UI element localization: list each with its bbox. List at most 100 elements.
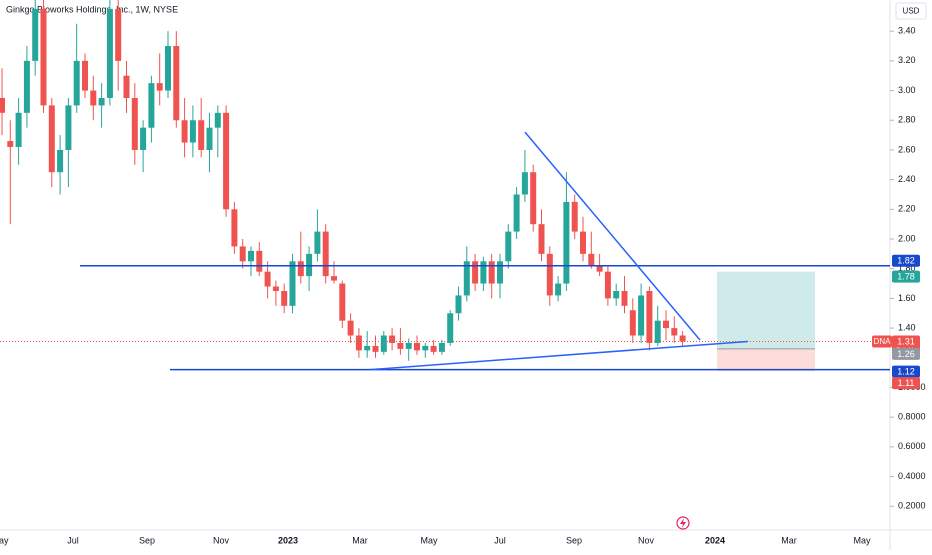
candle-body (281, 290, 288, 306)
x-tick-label: Mar (781, 535, 797, 545)
candle-body (538, 224, 545, 254)
candle-body (331, 276, 337, 281)
candle-body (65, 105, 72, 150)
candle-body (364, 345, 371, 351)
candle-body (613, 290, 620, 299)
candle-body (580, 231, 586, 254)
target-price-label-bg (892, 270, 920, 283)
candle-body (272, 286, 279, 291)
y-tick-label: 1.40 (898, 322, 916, 332)
last-price-label: 1.31 (897, 336, 915, 346)
y-tick-label: 1.60 (898, 293, 916, 303)
trendline (524, 131, 701, 341)
candle-body (563, 201, 570, 284)
candle-body (505, 231, 512, 262)
candle-body (621, 290, 628, 306)
candle-body (422, 345, 429, 351)
candle-body (463, 261, 470, 296)
candle-body (181, 120, 188, 143)
entry-price-label: 1.26 (897, 349, 915, 359)
line-price-label: 1.12 (897, 367, 915, 377)
candle-body (98, 97, 105, 106)
chart-title: Ginkgo Bioworks Holdings, Inc., 1W, NYSE (6, 4, 178, 14)
candle-body (248, 250, 254, 262)
candle-body (430, 345, 437, 352)
x-tick-label: 2023 (278, 535, 298, 545)
candle-body (530, 172, 537, 225)
candle-body (455, 295, 462, 314)
candle-body (0, 97, 5, 113)
candle-body (90, 90, 97, 106)
x-tick-label: Jul (67, 535, 79, 545)
candle-body (115, 8, 122, 61)
candle-body (488, 261, 495, 284)
x-tick-label: Sep (139, 535, 155, 545)
candle-body (438, 342, 445, 352)
candle-body (40, 8, 47, 106)
line-price-label: 1.82 (897, 256, 915, 266)
candle-body (372, 345, 379, 352)
x-tick-label: May (853, 535, 871, 545)
candle-body (7, 141, 14, 147)
stop-zone (717, 348, 815, 372)
x-tick-label: Jul (494, 535, 506, 545)
symbol-tag: DNA (874, 337, 892, 346)
x-tick-label: Nov (638, 535, 655, 545)
candle-body (497, 261, 503, 284)
y-tick-label: 3.00 (898, 85, 916, 95)
y-tick-label: 2.40 (898, 174, 916, 184)
candle-body (189, 120, 196, 143)
candle-body (347, 320, 354, 336)
alert-circle[interactable] (676, 516, 690, 530)
currency-button[interactable] (895, 2, 927, 20)
candle-body (148, 83, 155, 128)
candle-body (264, 271, 271, 287)
target-price-label: 1.78 (897, 272, 915, 282)
y-tick-label: 0.6000 (898, 441, 926, 451)
candle-body (588, 253, 595, 266)
candle-body (314, 231, 321, 254)
alert-icon[interactable] (676, 516, 690, 530)
x-tick-label: May (420, 535, 438, 545)
candle-body (596, 265, 603, 272)
x-tick-label: Sep (566, 535, 582, 545)
candle-body (231, 209, 238, 247)
candle-body (156, 83, 163, 91)
candle-body (513, 194, 520, 232)
candle-body (389, 335, 396, 343)
candle-body (123, 75, 130, 98)
y-tick-label: 3.40 (898, 26, 916, 36)
candle-body (339, 283, 346, 321)
candle-body (48, 105, 55, 173)
candle-body (223, 112, 230, 210)
candle-body (131, 97, 138, 150)
y-tick-label: 2.60 (898, 144, 916, 154)
x-tick-label: 2024 (705, 535, 725, 545)
candle-body (546, 253, 553, 296)
candle-body (397, 342, 404, 349)
entry-price-label-bg (892, 347, 920, 360)
candle-body (82, 60, 88, 91)
candle-body (679, 335, 686, 342)
y-tick-label: 2.20 (898, 204, 916, 214)
candle-body (106, 8, 113, 98)
candle-body (23, 60, 30, 113)
candle-body (472, 261, 479, 284)
candle-body (32, 8, 39, 61)
candle-body (571, 201, 578, 232)
candle-body (256, 250, 263, 272)
candle-body (654, 320, 661, 343)
trendline (369, 340, 749, 371)
y-tick-label: 0.8000 (898, 412, 926, 422)
candle-body (638, 295, 645, 336)
candle-body (604, 271, 611, 299)
candle-body (57, 149, 64, 173)
candle-body (671, 328, 678, 336)
y-tick-label: 3.20 (898, 55, 916, 65)
candle-body (380, 335, 387, 352)
candle-body (206, 127, 213, 150)
x-tick-label: May (0, 535, 9, 545)
target-zone (717, 271, 815, 349)
alert-bolt[interactable] (680, 518, 686, 528)
